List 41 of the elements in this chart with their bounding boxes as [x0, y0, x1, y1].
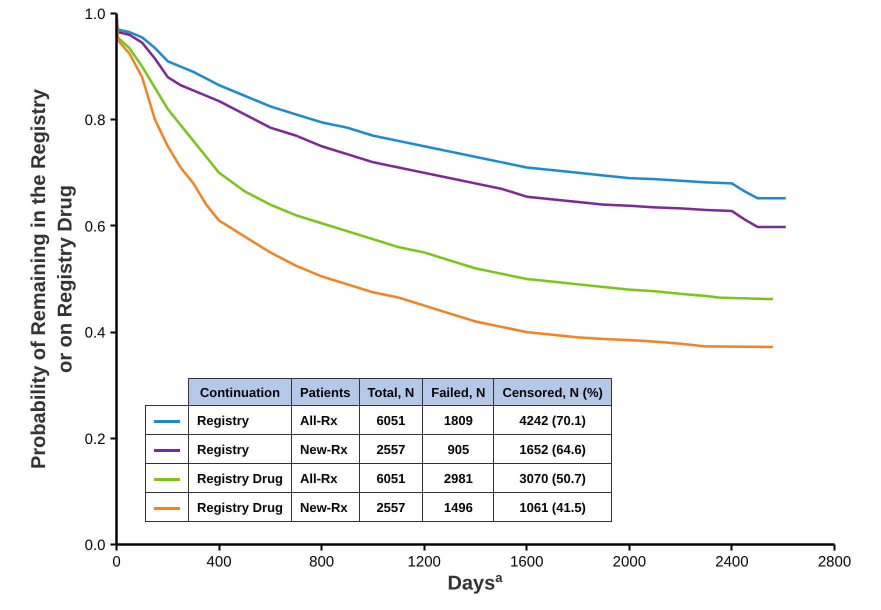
- annotation: 2981: [422, 464, 494, 492]
- y-axis-title: Probability of Remaining in the Registry or on Registry Drug: [28, 88, 77, 470]
- annotation: 1652 (64.6): [494, 434, 612, 464]
- y-tick-label: 0.8: [84, 112, 106, 130]
- annotation: 6051: [359, 464, 423, 492]
- legend-label: Registry: [188, 434, 292, 464]
- x-tick-label: 1600: [510, 554, 544, 570]
- annotation: 1496: [422, 492, 494, 522]
- annotation: 1809: [422, 406, 494, 434]
- y-tick-label: 0.2: [84, 430, 106, 448]
- annotation: 3070 (50.7): [494, 464, 612, 492]
- annotation: All-Rx: [291, 464, 360, 492]
- y-tick-label: 0.0: [84, 537, 106, 554]
- annotation: 6051: [359, 406, 423, 434]
- y-tick-label: 0.6: [84, 218, 106, 236]
- annotation: 2557: [359, 434, 423, 464]
- annotation: Patients: [291, 378, 360, 406]
- legend-label: Registry: [188, 406, 292, 434]
- annotation: Failed, N: [422, 378, 494, 406]
- y-tick-label: 0.4: [84, 324, 106, 342]
- annotation: 1061 (41.5): [494, 492, 612, 522]
- x-axis-title: Days$^{a}$: [446, 570, 504, 596]
- x-tick-label: 1200: [408, 554, 441, 570]
- x-tick-label: 2400: [715, 554, 749, 570]
- legend-label: Registry Drug: [188, 492, 292, 522]
- y-tick-label: 1.0: [84, 6, 106, 23]
- x-tick-label: 2000: [612, 554, 646, 570]
- annotation: New-Rx: [291, 434, 360, 464]
- x-tick-label: 400: [206, 554, 232, 570]
- annotation: 4242 (70.1): [494, 406, 612, 434]
- annotation: New-Rx: [291, 492, 360, 522]
- x-tick-label: 2800: [818, 554, 852, 570]
- annotation: 905: [422, 434, 494, 464]
- annotation: 2557: [359, 492, 423, 522]
- x-tick-label: 0: [112, 554, 121, 570]
- x-tick-label: 800: [309, 554, 334, 570]
- annotation: All-Rx: [291, 406, 360, 434]
- annotation: Total, N: [359, 378, 423, 406]
- annotation: Continuation: [188, 378, 292, 406]
- annotation: Censored, N (%): [494, 378, 612, 406]
- legend-label: Registry Drug: [188, 464, 292, 492]
